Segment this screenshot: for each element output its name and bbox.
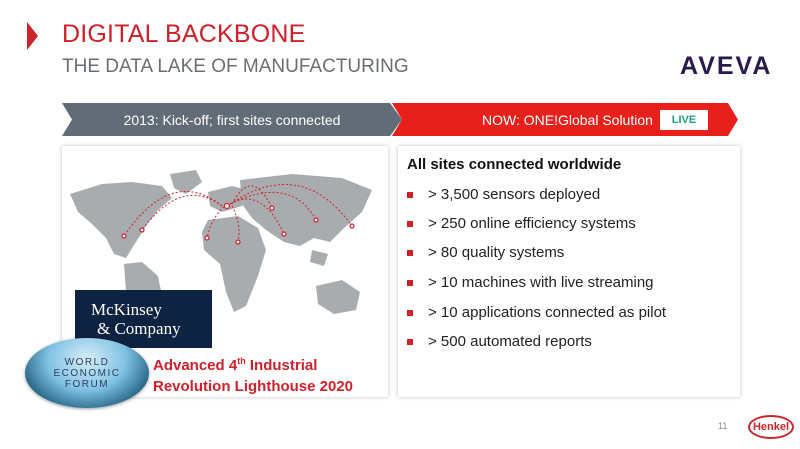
list-item-text: > 3,500 sensors deployed	[428, 186, 601, 203]
award-text-line2: Revolution Lighthouse 2020	[153, 378, 354, 395]
page-number: 11	[718, 421, 728, 431]
award-text-post: Industrial	[245, 357, 318, 374]
wef-line1: WORLD	[64, 356, 110, 368]
list-item: > 500 automated reports	[407, 333, 592, 350]
bullet-icon	[407, 338, 413, 345]
award-text-sup: th	[237, 356, 246, 366]
wef-line2: ECONOMIC	[53, 367, 121, 379]
slide-title: DIGITAL BACKBONE	[62, 20, 306, 48]
henkel-logo: Henkel	[748, 415, 794, 439]
timeline-now-label: NOW: ONE!Global Solution	[482, 111, 653, 128]
title-marker-icon	[27, 22, 38, 50]
bullet-icon	[407, 220, 413, 227]
list-item: > 80 quality systems	[407, 244, 564, 261]
highlights-heading: All sites connected worldwide	[407, 156, 622, 173]
slide-subtitle: THE DATA LAKE OF MANUFACTURING	[62, 56, 409, 77]
list-item-text: > 10 machines with live streaming	[428, 274, 654, 291]
list-item-text: > 500 automated reports	[428, 333, 592, 350]
bullet-icon	[407, 279, 413, 286]
highlights-panel	[398, 146, 740, 397]
world-map-icon	[70, 170, 372, 346]
award-text-pre: Advanced 4	[153, 357, 238, 374]
list-item-text: > 10 applications connected as pilot	[428, 304, 667, 321]
list-item: > 10 applications connected as pilot	[407, 304, 666, 321]
wef-logo: WORLD ECONOMIC FORUM	[25, 338, 149, 408]
wef-line3: FORUM	[64, 378, 110, 390]
bullet-icon	[407, 249, 413, 256]
award-text: Advanced 4th Industrial Revolution Lighth…	[153, 351, 353, 397]
live-badge: LIVE	[660, 110, 708, 130]
timeline-past-label: 2013: Kick-off; first sites connected	[123, 111, 341, 128]
list-item: > 3,500 sensors deployed	[407, 186, 600, 203]
timeline-past-banner: 2013: Kick-off; first sites connected	[62, 103, 402, 136]
aveva-logo: AVEVA	[680, 52, 773, 80]
list-item-text: > 250 online efficiency systems	[428, 215, 636, 232]
list-item: > 10 machines with live streaming	[407, 274, 654, 291]
bullet-icon	[407, 191, 413, 198]
mckinsey-line2: & Company	[97, 319, 181, 338]
bullet-icon	[407, 309, 413, 316]
mckinsey-line1: McKinsey	[91, 300, 162, 319]
list-item: > 250 online efficiency systems	[407, 215, 636, 232]
list-item-text: > 80 quality systems	[428, 244, 565, 261]
